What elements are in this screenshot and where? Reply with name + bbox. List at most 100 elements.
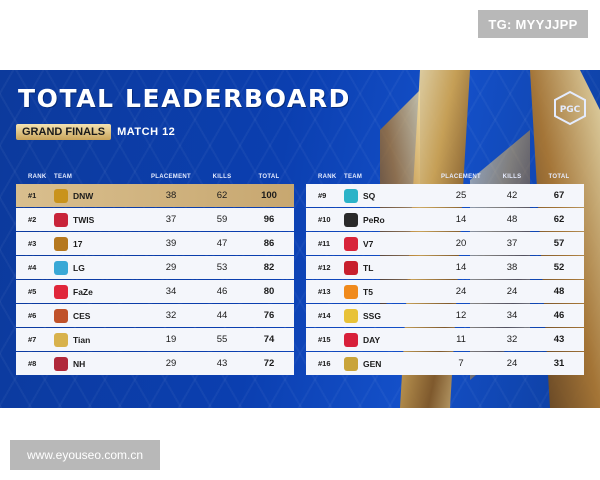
team-logo-icon (54, 260, 68, 275)
team-logo-icon (54, 212, 68, 227)
placement-cell: 39 (165, 238, 177, 249)
kills-cell: 44 (216, 310, 228, 321)
table-row: #5 FaZe 34 46 80 (16, 280, 294, 303)
team-name: NH (73, 358, 86, 369)
svg-text:PGC: PGC (560, 105, 581, 115)
total-cell: 76 (263, 310, 275, 321)
header-rank: RANK (318, 174, 337, 180)
team-cell: Tian (54, 332, 142, 347)
total-cell: 67 (553, 190, 565, 201)
rank-cell: #7 (28, 335, 37, 344)
total-cell: 82 (263, 262, 275, 273)
team-cell: V7 (344, 236, 432, 251)
table-row: #14 SSG 12 34 46 (306, 304, 584, 327)
page-title: TOTAL LEADERBOARD (18, 84, 352, 113)
placement-cell: 14 (455, 214, 467, 225)
table-header: RANK TEAM PLACEMENT KILLS TOTAL (306, 170, 584, 184)
team-name: DNW (73, 190, 94, 201)
kills-cell: 48 (506, 214, 518, 225)
team-cell: PeRo (344, 212, 432, 227)
stage-tag: GRAND FINALS (16, 124, 112, 140)
table-body: #1 DNW 38 62 100 #2 TWIS 37 59 96 #3 17 39 47 86 #4 LG 29… (16, 184, 294, 375)
header-kills: KILLS (212, 174, 232, 180)
header-total: TOTAL (548, 174, 570, 180)
tournament-logo: PGC (554, 90, 586, 126)
team-name: GEN (363, 358, 382, 369)
team-logo-icon (344, 212, 358, 227)
kills-cell: 53 (216, 262, 228, 273)
team-name: PeRo (363, 214, 385, 225)
team-cell: 17 (54, 236, 142, 251)
kills-cell: 47 (216, 238, 228, 249)
watermark-top: TG: MYYJJPP (478, 10, 588, 38)
team-cell: DAY (344, 332, 432, 347)
total-cell: 57 (553, 238, 565, 249)
team-cell: DNW (54, 188, 142, 203)
watermark-bottom: www.eyouseo.com.cn (10, 440, 160, 470)
team-name: SQ (363, 190, 376, 201)
kills-cell: 38 (506, 262, 518, 273)
total-cell: 48 (553, 286, 565, 297)
rank-cell: #5 (28, 287, 37, 296)
team-name: TL (363, 262, 374, 273)
placement-cell: 7 (458, 358, 464, 369)
team-cell: FaZe (54, 284, 142, 299)
team-logo-icon (344, 260, 358, 275)
table-row: #4 LG 29 53 82 (16, 256, 294, 279)
total-cell: 43 (553, 334, 565, 345)
team-name: SSG (363, 310, 381, 321)
rank-cell: #13 (318, 287, 331, 296)
rank-cell: #11 (318, 239, 331, 248)
table-row: #1 DNW 38 62 100 (16, 184, 294, 207)
team-name: 17 (73, 238, 83, 249)
team-logo-icon (344, 356, 358, 371)
table-row: #9 SQ 25 42 67 (306, 184, 584, 207)
team-cell: GEN (344, 356, 432, 371)
team-cell: T5 (344, 284, 432, 299)
kills-cell: 32 (506, 334, 518, 345)
total-cell: 74 (263, 334, 275, 345)
rank-cell: #12 (318, 263, 331, 272)
rank-cell: #15 (318, 335, 331, 344)
placement-cell: 24 (455, 286, 467, 297)
total-cell: 46 (553, 310, 565, 321)
total-cell: 72 (263, 358, 275, 369)
table-row: #8 NH 29 43 72 (16, 352, 294, 375)
placement-cell: 37 (165, 214, 177, 225)
kills-cell: 43 (216, 358, 228, 369)
table-row: #7 Tian 19 55 74 (16, 328, 294, 351)
table-body: #9 SQ 25 42 67 #10 PeRo 14 48 62 #11 V7 20 37 57 #12 TL 1… (306, 184, 584, 375)
placement-cell: 12 (455, 310, 467, 321)
team-name: LG (73, 262, 85, 273)
placement-cell: 14 (455, 262, 467, 273)
team-name: T5 (363, 286, 373, 297)
match-label: MATCH 12 (117, 126, 176, 138)
header-placement: PLACEMENT (150, 174, 192, 180)
placement-cell: 25 (455, 190, 467, 201)
team-logo-icon (344, 332, 358, 347)
table-header: RANK TEAM PLACEMENT KILLS TOTAL (16, 170, 294, 184)
placement-cell: 38 (165, 190, 177, 201)
table-row: #3 17 39 47 86 (16, 232, 294, 255)
header-kills: KILLS (502, 174, 522, 180)
total-cell: 62 (553, 214, 565, 225)
total-cell: 80 (263, 286, 275, 297)
placement-cell: 32 (165, 310, 177, 321)
header-rank: RANK (28, 174, 47, 180)
table-row: #6 CES 32 44 76 (16, 304, 294, 327)
team-logo-icon (344, 188, 358, 203)
team-logo-icon (54, 356, 68, 371)
team-logo-icon (344, 236, 358, 251)
total-cell: 86 (263, 238, 275, 249)
rank-cell: #16 (318, 359, 331, 368)
rank-cell: #4 (28, 263, 37, 272)
header-total: TOTAL (258, 174, 280, 180)
kills-cell: 55 (216, 334, 228, 345)
rank-cell: #8 (28, 359, 37, 368)
placement-cell: 29 (165, 358, 177, 369)
team-cell: NH (54, 356, 142, 371)
team-name: DAY (363, 334, 381, 345)
table-row: #2 TWIS 37 59 96 (16, 208, 294, 231)
kills-cell: 37 (506, 238, 518, 249)
team-name: Tian (73, 334, 91, 345)
